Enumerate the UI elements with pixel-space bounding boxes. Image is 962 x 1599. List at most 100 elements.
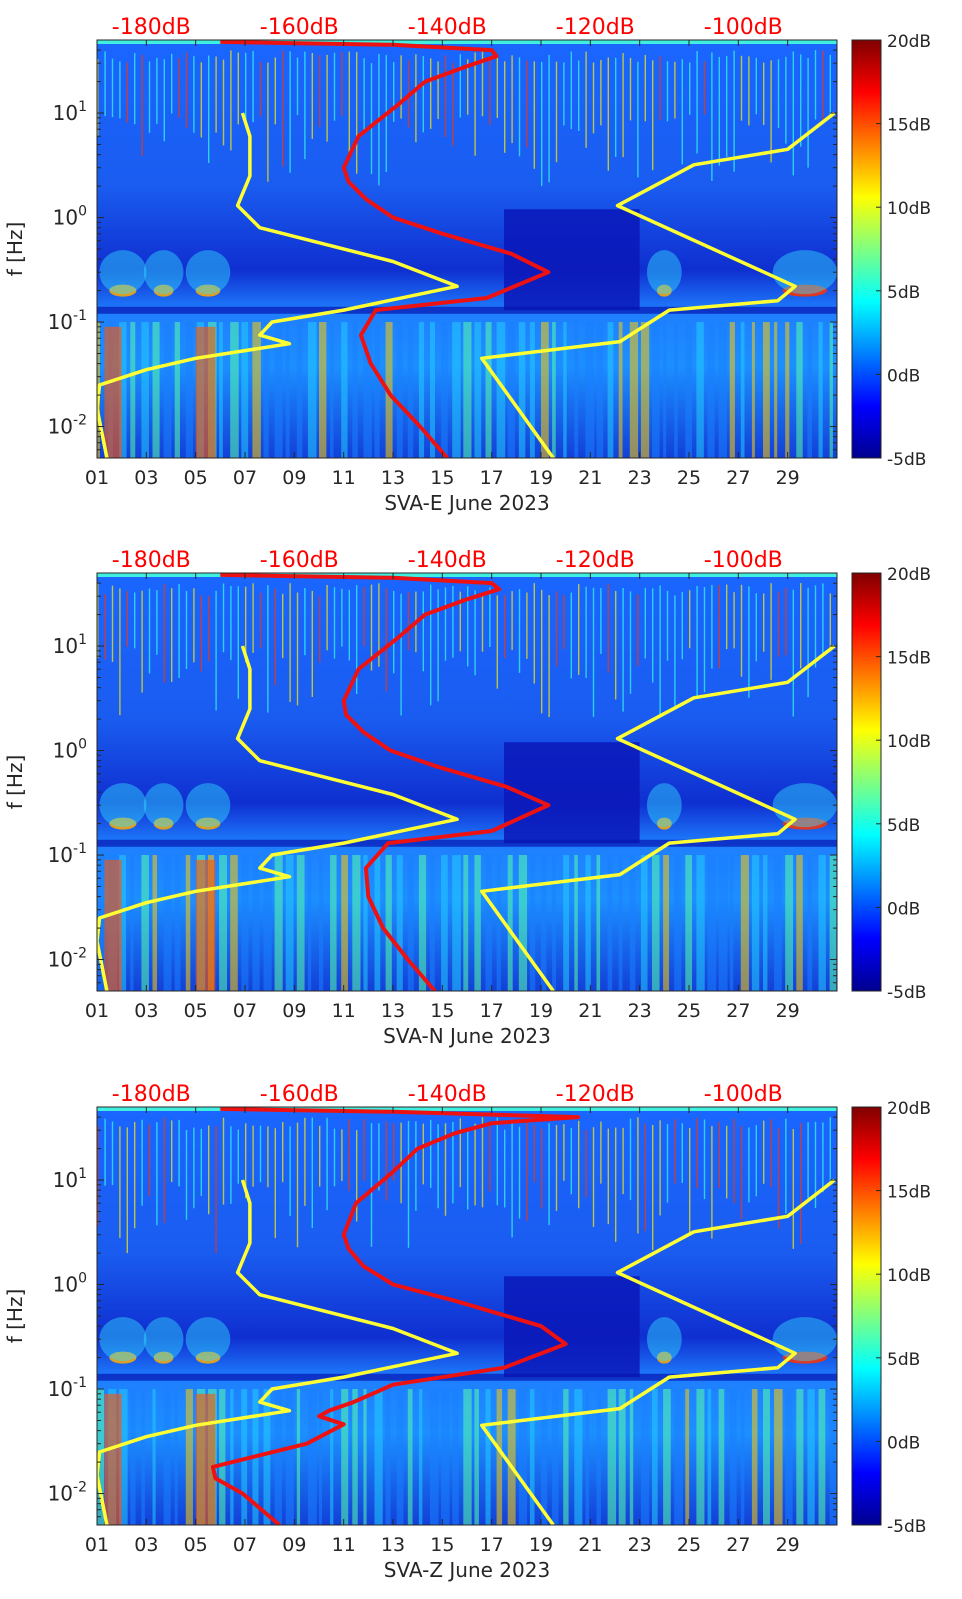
hf-spike	[785, 1118, 787, 1214]
hf-spike	[311, 1117, 313, 1229]
x-tick-label: 03	[134, 1534, 158, 1556]
lf-streak	[829, 322, 833, 458]
hf-spike	[444, 55, 447, 138]
lf-streak	[774, 1389, 783, 1525]
colorbar-tick-label: 10dB	[887, 1266, 931, 1286]
lf-streak	[219, 1389, 226, 1525]
lf-streak	[751, 322, 755, 458]
hf-spike	[622, 53, 624, 158]
colorbar-tick-label: 0dB	[887, 1433, 920, 1453]
microseism-halo	[772, 1317, 837, 1362]
hf-spike	[333, 1128, 336, 1187]
hf-spike	[141, 1119, 143, 1206]
hf-spike	[740, 1125, 743, 1220]
lf-streak	[163, 1389, 171, 1525]
hf-spike	[452, 62, 454, 146]
x-tick-label: 27	[726, 1534, 750, 1556]
hf-spike	[629, 57, 632, 121]
hf-spike	[274, 1128, 276, 1239]
lf-streak	[707, 855, 717, 991]
hf-spike	[637, 61, 639, 178]
hf-spike	[341, 588, 343, 647]
lf-streak	[119, 322, 127, 458]
lf-streak	[307, 1389, 317, 1525]
hf-spike	[822, 1122, 824, 1193]
lf-streak	[574, 322, 579, 458]
lf-streak	[441, 1389, 450, 1525]
y-tick-base: 10	[48, 948, 73, 972]
hf-spike	[326, 54, 328, 142]
x-axis-label: SVA-E June 2023	[384, 491, 549, 515]
hf-spike	[533, 1124, 535, 1183]
lf-streak	[674, 1389, 683, 1525]
lf-streak	[441, 855, 448, 991]
hf-spike	[518, 57, 521, 157]
hf-spike	[178, 583, 180, 678]
y-tick-base: 10	[48, 1482, 73, 1506]
x-tick-label: 01	[85, 1000, 109, 1022]
top-axis-label: -140dB	[408, 1082, 487, 1107]
colorbar-tick-label: 15dB	[887, 649, 931, 669]
x-tick-label: 07	[233, 1534, 257, 1556]
top-axis-label: -100dB	[704, 548, 783, 573]
hf-spike	[570, 592, 572, 679]
lf-streak	[796, 1389, 804, 1525]
hf-spike	[356, 52, 358, 174]
y-tick-base: 10	[53, 206, 78, 230]
hf-spike	[304, 51, 306, 160]
hf-spike	[148, 588, 151, 674]
hf-spike	[222, 59, 225, 146]
colorbar-tick-label: 15dB	[887, 1183, 931, 1203]
hf-spike	[289, 583, 291, 702]
x-axis-label: SVA-N June 2023	[383, 1024, 551, 1048]
lf-hot-streak	[104, 326, 122, 458]
microseism-peak	[656, 1351, 672, 1364]
hf-spike	[592, 587, 595, 717]
y-tick-exponent: 0	[78, 204, 87, 220]
y-tick-base: 10	[48, 843, 73, 867]
lf-streak	[507, 322, 515, 458]
lf-streak	[407, 1389, 413, 1525]
hf-spike	[711, 584, 713, 669]
hf-spike	[245, 52, 247, 128]
hf-spike	[289, 51, 291, 173]
hf-spike	[666, 590, 669, 661]
hf-spike	[326, 584, 328, 651]
microseism-peak	[656, 284, 672, 297]
hf-spike	[689, 62, 691, 115]
hf-spike	[326, 1117, 328, 1211]
lf-streak	[285, 322, 290, 458]
lf-streak	[319, 1389, 323, 1525]
hf-spike	[578, 584, 580, 675]
hf-spike	[629, 591, 632, 694]
microseism-peak	[109, 284, 137, 297]
hf-spike	[134, 1121, 136, 1229]
lf-streak	[374, 855, 381, 991]
lf-streak	[652, 855, 660, 991]
lf-streak	[718, 322, 727, 458]
microseism-peak	[656, 817, 672, 830]
top-stripe	[97, 1107, 837, 1111]
lf-streak	[485, 322, 492, 458]
y-tick-base: 10	[53, 1168, 78, 1192]
lf-streak	[230, 1389, 234, 1525]
lf-streak	[263, 322, 269, 458]
hf-spike	[600, 59, 602, 126]
lf-streak	[596, 322, 604, 458]
hf-spike	[296, 1122, 299, 1248]
hf-spike	[467, 586, 469, 667]
hf-spike	[578, 60, 580, 131]
y-axis-label: f [Hz]	[3, 222, 27, 277]
lf-streak	[607, 855, 613, 991]
hf-spike	[348, 1119, 350, 1191]
hf-spike	[459, 591, 461, 652]
lf-streak	[163, 855, 172, 991]
colorbar-tick-label: 5dB	[887, 1350, 920, 1370]
lf-streak	[285, 855, 294, 991]
lf-streak	[541, 855, 547, 991]
hf-spike	[770, 60, 772, 163]
top-stripe	[97, 573, 837, 577]
lf-streak	[552, 322, 556, 458]
